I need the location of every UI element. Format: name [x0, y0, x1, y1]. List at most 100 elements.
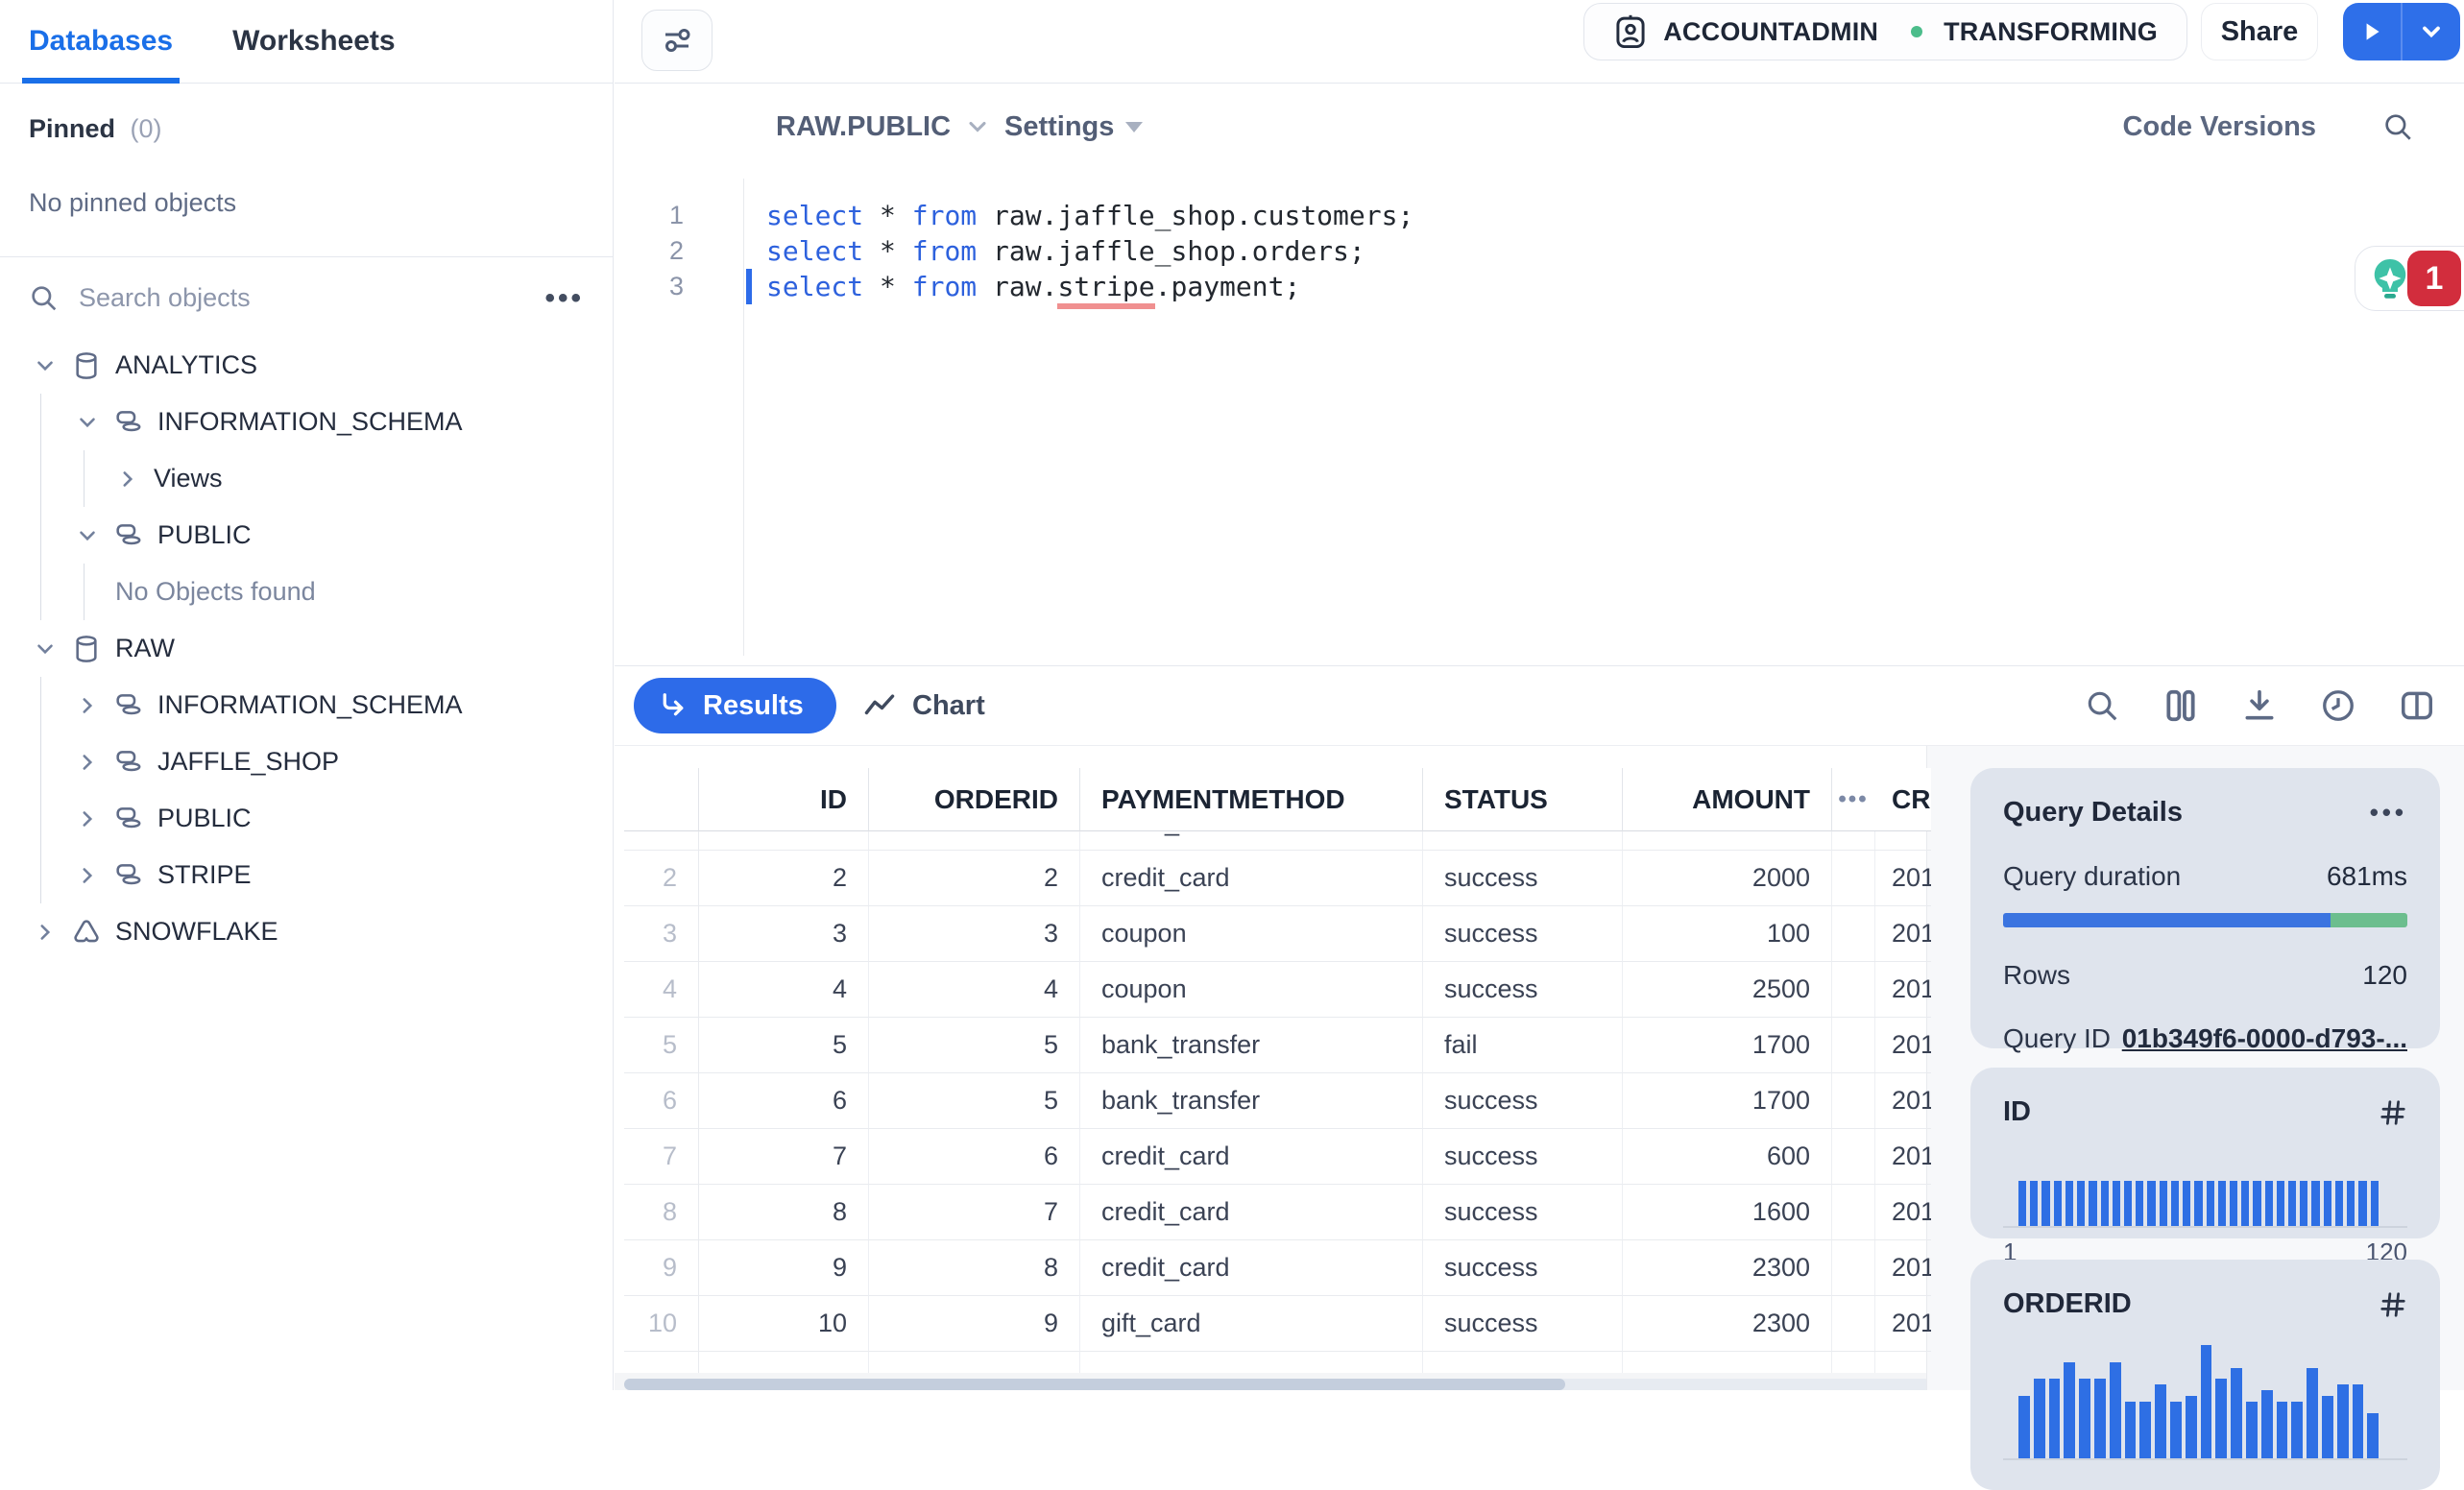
horizontal-scrollbar[interactable]: [624, 1379, 1931, 1390]
id-histogram[interactable]: [2003, 1153, 2407, 1228]
column-header-amount[interactable]: AMOUNT: [1623, 768, 1832, 831]
tree-item-public[interactable]: PUBLIC: [0, 507, 613, 564]
tab-worksheets[interactable]: Worksheets: [232, 0, 396, 83]
sql-text: *: [863, 200, 912, 231]
chevron-down-icon[interactable]: [75, 523, 100, 548]
table-cell: 6: [869, 1129, 1080, 1185]
chevron-right-icon[interactable]: [75, 693, 100, 718]
chevron-right-icon[interactable]: [75, 863, 100, 888]
table-cell: 1600: [1623, 1185, 1832, 1240]
code-line[interactable]: select * from raw.jaffle_shop.orders;: [766, 233, 1413, 269]
histogram-bar: [2311, 1181, 2320, 1226]
histogram-bar: [2370, 1181, 2379, 1226]
tree-item-views[interactable]: Views: [0, 450, 613, 507]
tree-guide-line: [40, 564, 41, 620]
tree-item-jaffle-shop[interactable]: JAFFLE_SHOP: [0, 733, 613, 790]
chevron-down-icon[interactable]: [33, 637, 58, 661]
run-button[interactable]: [2343, 3, 2401, 60]
search-results-icon[interactable]: [2084, 687, 2120, 724]
tree-item-analytics[interactable]: ANALYTICS: [0, 337, 613, 394]
column-stats-card-orderid: ORDERID: [1970, 1260, 2440, 1490]
tree-item-label: PUBLIC: [157, 520, 252, 549]
table-cell: 2018: [1871, 1018, 1931, 1073]
share-button[interactable]: Share: [2201, 3, 2318, 60]
chevron-right-icon[interactable]: [33, 920, 58, 945]
column-header-[interactable]: •••: [1832, 768, 1875, 831]
download-icon[interactable]: [2241, 687, 2278, 724]
table-cell: 7: [624, 1129, 699, 1185]
sql-keyword: select: [766, 271, 864, 302]
pinned-section-header: Pinned (0): [0, 84, 613, 144]
histogram-bar: [2169, 1402, 2182, 1458]
histogram-bar: [2253, 1181, 2261, 1226]
run-options-button[interactable]: [2401, 3, 2460, 60]
tree-item-public[interactable]: PUBLIC: [0, 790, 613, 847]
line-number: 3: [668, 272, 684, 300]
column-header-id[interactable]: ID: [699, 768, 869, 831]
query-details-menu-icon[interactable]: •••: [2369, 797, 2407, 827]
chevron-right-icon[interactable]: [75, 750, 100, 775]
tab-results[interactable]: Results: [634, 678, 836, 733]
table-cell: bank_transfer: [1080, 1073, 1423, 1129]
results-toolbar: Results Chart: [615, 665, 2464, 746]
tree-item-raw[interactable]: RAW: [0, 620, 613, 677]
columns-icon[interactable]: [2162, 687, 2199, 724]
session-context-button[interactable]: ACCOUNTADMIN TRANSFORMING: [1583, 3, 2187, 60]
database-icon: [71, 350, 102, 381]
orderid-card-title: ORDERID: [2003, 1288, 2132, 1319]
tree-item-information-schema[interactable]: INFORMATION_SCHEMA: [0, 394, 613, 450]
tab-chart[interactable]: Chart: [853, 678, 997, 733]
code-line[interactable]: select * from raw.jaffle_shop.customers;: [766, 198, 1413, 233]
column-header-status[interactable]: STATUS: [1423, 768, 1623, 831]
column-header-orderid[interactable]: ORDERID: [869, 768, 1080, 831]
tree-item-snowflake[interactable]: SNOWFLAKE: [0, 903, 613, 960]
settings-label: Settings: [1004, 110, 1115, 142]
search-options-ellipsis-icon[interactable]: •••: [544, 281, 584, 314]
chevron-down-icon[interactable]: [75, 410, 100, 435]
sql-text: raw.jaffle_shop.customers;: [977, 200, 1414, 231]
tree-guide-line: [40, 847, 41, 903]
code-versions-link[interactable]: Code Versions: [2122, 110, 2316, 142]
worksheet-options-button[interactable]: [641, 10, 713, 71]
sidebar-tab-bar: Databases Worksheets: [0, 0, 613, 84]
column-header-paymentmethod[interactable]: PAYMENTMETHOD: [1080, 768, 1423, 831]
table-cell: [1623, 1352, 1832, 1373]
table-cell: success: [1423, 1129, 1623, 1185]
history-clock-icon[interactable]: [2320, 687, 2356, 724]
chevron-down-icon[interactable]: [33, 353, 58, 378]
copilot-suggestion-pill[interactable]: 1: [2355, 246, 2464, 311]
code-area[interactable]: select * from raw.jaffle_shop.customers;…: [766, 198, 1413, 309]
orderid-histogram[interactable]: [2003, 1345, 2407, 1460]
column-header-created[interactable]: CREATED: [1871, 768, 1931, 831]
duration-execution-segment: [2003, 913, 2331, 927]
database-context-selector[interactable]: RAW.PUBLIC: [776, 111, 991, 143]
settings-dropdown[interactable]: Settings: [1004, 110, 1144, 143]
table-cell: 2018: [1871, 1296, 1931, 1352]
query-details-panel: Query Details ••• Query duration 681ms R…: [1927, 746, 2464, 1490]
pinned-empty-text: No pinned objects: [29, 188, 237, 217]
query-id-link[interactable]: 01b349f6-0000-d793-...: [2121, 1023, 2407, 1053]
error-count-badge: 1: [2407, 251, 2461, 306]
table-cell: credit_card: [1080, 1129, 1423, 1185]
table-cell: 10: [624, 1296, 699, 1352]
histogram-bar: [2276, 1402, 2288, 1458]
histogram-bar: [2185, 1396, 2197, 1458]
scrollbar-thumb[interactable]: [624, 1379, 1565, 1390]
tree-guide-line: [40, 394, 41, 450]
tree-item-information-schema[interactable]: INFORMATION_SCHEMA: [0, 677, 613, 733]
chevron-right-icon[interactable]: [115, 467, 140, 492]
table-cell: [1832, 1185, 1875, 1240]
table-cell: [1080, 1352, 1423, 1373]
results-table: IDORDERIDPAYMENTMETHODSTATUSAMOUNT•••CRE…: [624, 768, 1931, 1373]
editor-search-button[interactable]: [2381, 110, 2414, 143]
split-panel-icon[interactable]: [2399, 687, 2435, 724]
search-objects-input[interactable]: [77, 282, 528, 314]
sql-keyword: from: [911, 235, 978, 267]
chevron-right-icon[interactable]: [75, 806, 100, 831]
tree-guide-line: [40, 507, 41, 564]
code-line[interactable]: select * from raw.stripe.payment;: [766, 269, 1413, 309]
lightbulb-icon: [2367, 255, 2413, 301]
tab-databases[interactable]: Databases: [21, 0, 181, 84]
tree-item-stripe[interactable]: STRIPE: [0, 847, 613, 903]
